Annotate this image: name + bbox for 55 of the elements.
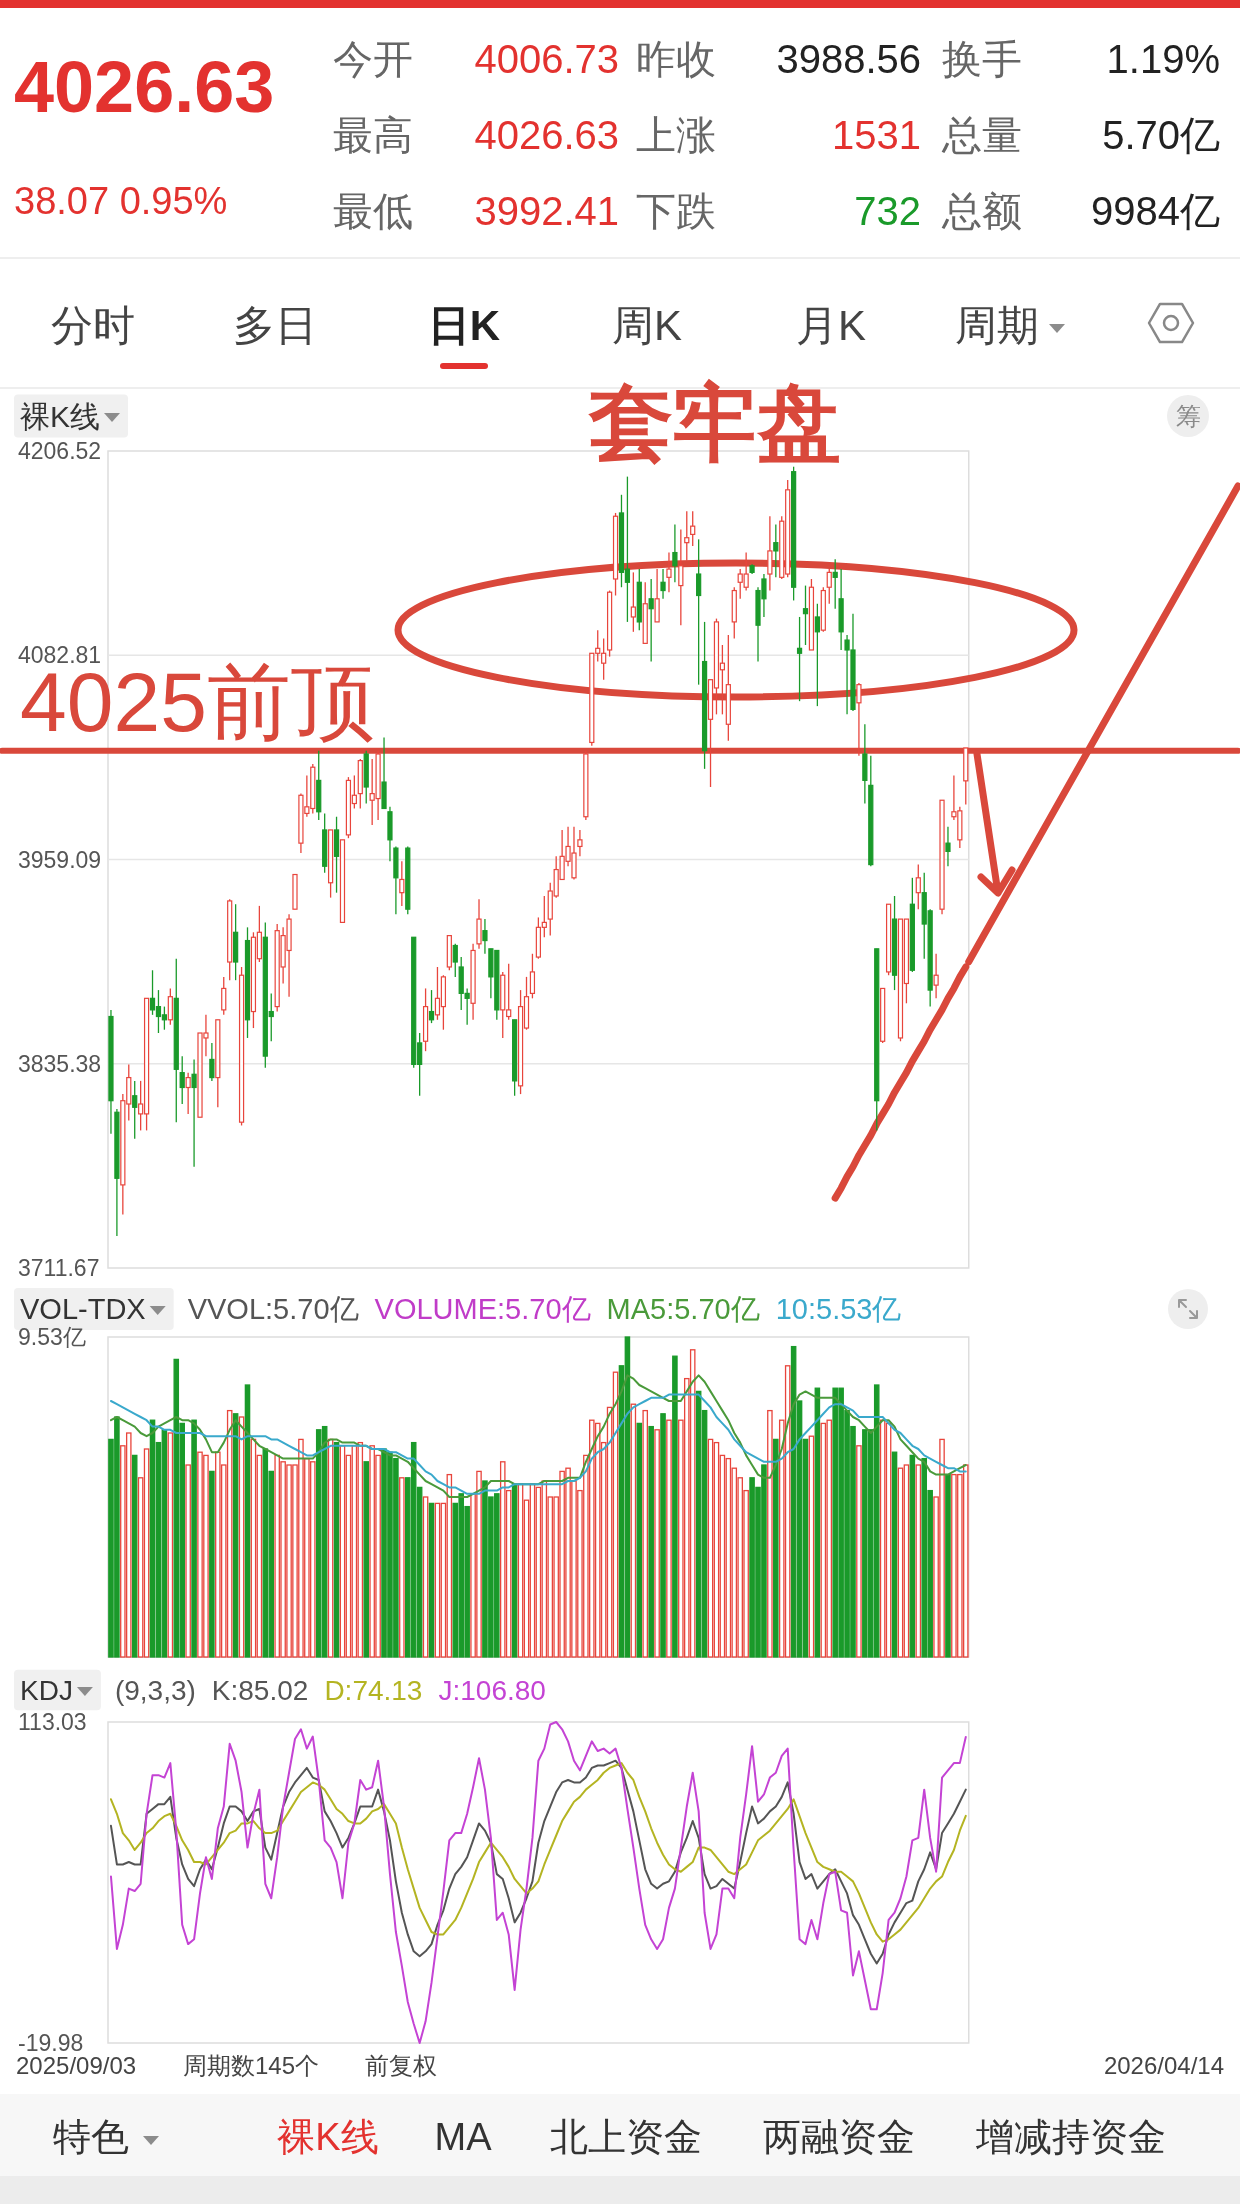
text: 732 <box>854 189 921 233</box>
text: 月K <box>795 302 867 349</box>
text: 筹 <box>1175 402 1201 430</box>
text: 昨收 <box>636 37 716 81</box>
series-label: MA5:5.70亿 <box>606 1293 760 1326</box>
text: 2026/04/14 <box>1103 2052 1224 2079</box>
text: 增减持资金 <box>975 2116 1166 2158</box>
text: 9.53亿 <box>18 1324 86 1350</box>
text: 总量 <box>941 113 1022 157</box>
text: D:74.13 <box>324 1675 423 1707</box>
text: MA <box>434 2116 493 2158</box>
text: 周期数145个 <box>183 2052 320 2079</box>
text: (9,3,3) <box>114 1675 196 1707</box>
text: 今开 <box>333 37 413 81</box>
text: 5.70亿 <box>1102 113 1220 157</box>
series-label: J:106.80 <box>438 1675 546 1707</box>
text: 下跌 <box>636 189 716 233</box>
y-tick-label: 4206.52 <box>18 438 102 464</box>
annotation: 套牢盘 <box>588 376 841 470</box>
y-tick-label: 4082.81 <box>18 642 102 669</box>
y-tick-label: 113.03 <box>18 1709 87 1735</box>
text: 裸K线 <box>277 2116 379 2158</box>
text: 3988.56 <box>776 37 921 81</box>
text: 最高 <box>333 113 413 157</box>
y-tick-label: 3711.67 <box>18 1255 100 1281</box>
text: 特色 <box>53 2116 129 2158</box>
text: 日K <box>427 302 501 349</box>
y-tick-label: 3835.38 <box>18 1050 102 1077</box>
text: 总额 <box>941 189 1022 233</box>
text: 两融资金 <box>763 2116 915 2158</box>
text: 1531 <box>832 113 921 157</box>
text: 最低 <box>333 189 413 233</box>
text: 上涨 <box>636 113 716 157</box>
text: 换手 <box>942 37 1022 81</box>
text: 周期 <box>955 302 1039 349</box>
chart-title: 裸K线 <box>20 399 101 433</box>
text: 1.19% <box>1106 37 1220 81</box>
text: 38.07 0.95% <box>14 180 228 222</box>
text: 4026.63 <box>474 113 619 157</box>
text: 前复权 <box>365 2052 437 2079</box>
text: K:85.02 <box>211 1675 309 1707</box>
text: 3992.41 <box>474 189 619 233</box>
text: 北上资金 <box>550 2116 702 2158</box>
y-tick-label: 3959.09 <box>18 846 102 873</box>
text: 分时 <box>51 302 135 349</box>
text: 周K <box>611 302 683 349</box>
text: 4026.63 <box>14 47 275 127</box>
chart-title: VOL-TDX <box>20 1293 146 1326</box>
text: 4006.73 <box>474 37 619 81</box>
chart-title: KDJ <box>20 1675 73 1707</box>
text: VOLUME:5.70亿 <box>374 1293 591 1326</box>
text: VVOL:5.70亿 <box>187 1293 359 1326</box>
text: 9984亿 <box>1091 189 1220 233</box>
text: 多日 <box>233 302 317 349</box>
text: 10:5.53亿 <box>775 1293 902 1326</box>
